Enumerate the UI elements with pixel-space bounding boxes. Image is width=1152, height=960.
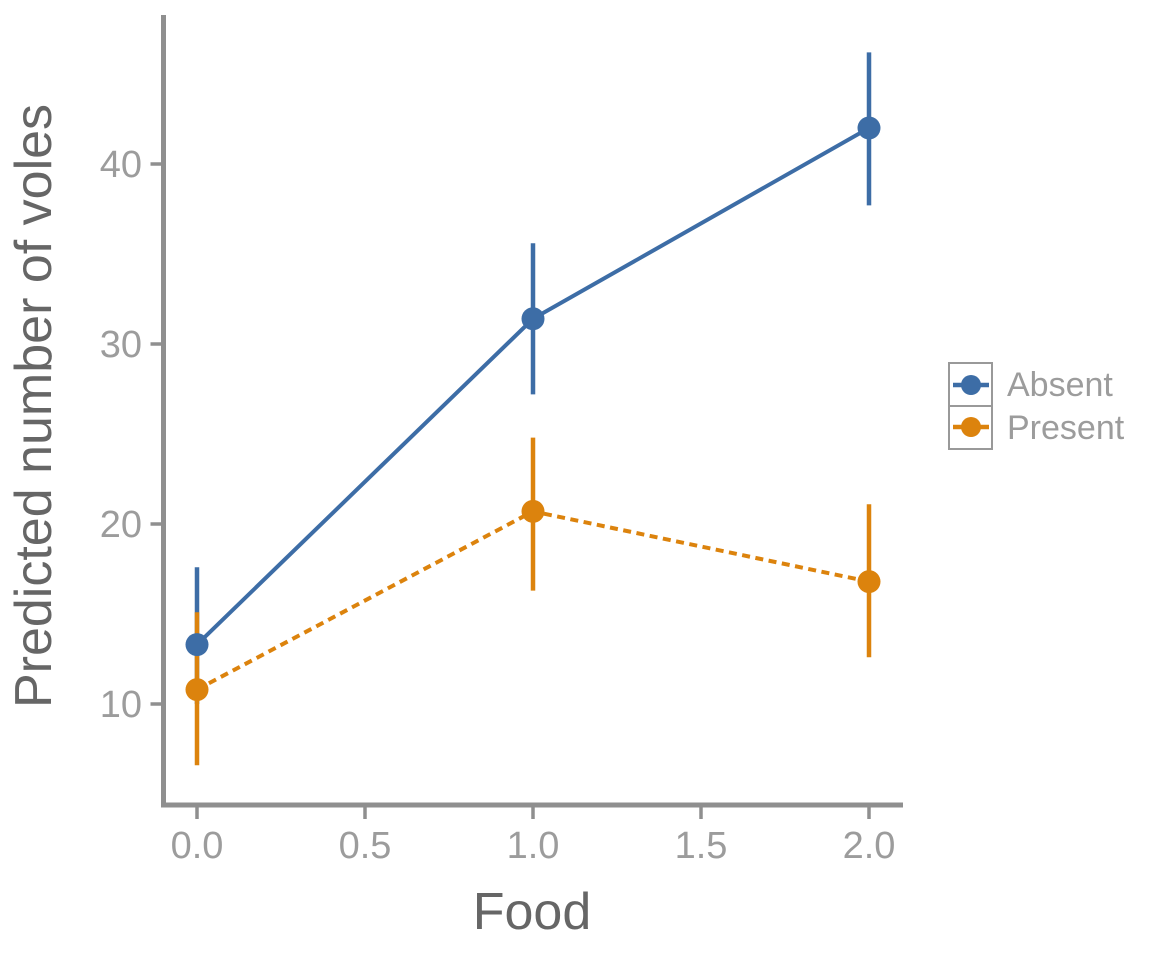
x-axis-title: Food bbox=[472, 883, 592, 941]
data-point bbox=[521, 499, 545, 523]
data-point bbox=[185, 678, 209, 702]
legend-item-present: Present bbox=[948, 404, 1125, 450]
y-axis-title: Predicted number of voles bbox=[5, 103, 63, 709]
legend-label-absent: Absent bbox=[1007, 365, 1113, 404]
y-tick-label: 20 bbox=[100, 504, 142, 546]
data-point bbox=[857, 570, 881, 594]
legend-item-absent: Absent bbox=[948, 362, 1124, 407]
legend-marker-icon bbox=[952, 417, 989, 437]
y-tick-label: 30 bbox=[100, 324, 142, 366]
data-point bbox=[857, 116, 881, 140]
y-tick-label: 10 bbox=[100, 684, 142, 726]
x-tick-label: 1.0 bbox=[507, 825, 560, 867]
x-tick-label: 1.5 bbox=[675, 825, 728, 867]
x-tick-label: 0.5 bbox=[339, 825, 392, 867]
data-point bbox=[521, 307, 545, 331]
y-tick-label: 40 bbox=[100, 144, 142, 186]
legend-key-present bbox=[948, 404, 993, 450]
legend-label-present: Present bbox=[1007, 409, 1125, 448]
legend-key-absent bbox=[948, 362, 993, 407]
legend: Absent Present bbox=[948, 362, 1124, 450]
x-tick-label: 2.0 bbox=[843, 825, 896, 867]
x-tick-label: 0.0 bbox=[171, 825, 224, 867]
data-point bbox=[185, 633, 209, 657]
legend-marker-icon bbox=[952, 374, 989, 395]
